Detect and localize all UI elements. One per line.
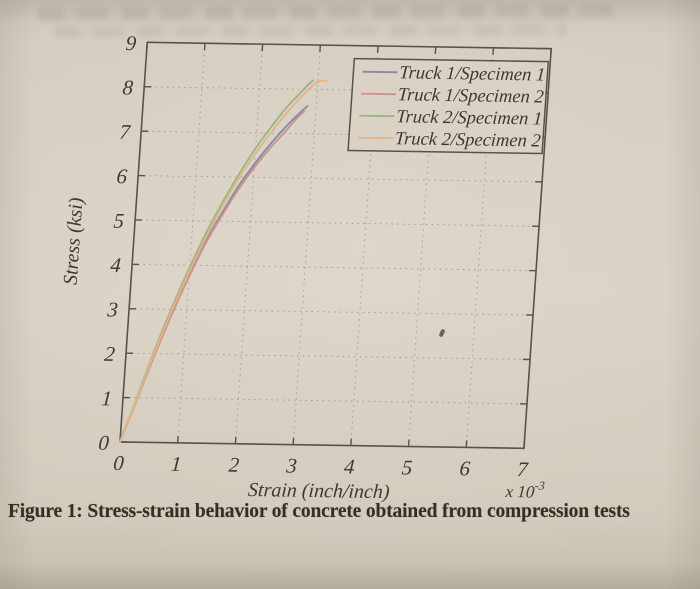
- plot-area: 0 1 2 3 4 5 6 7 0 1 2 3 4 5 6 7 8 9 Strain (inch/inch) Stre…: [60, 31, 553, 503]
- legend-swatch-3: [357, 136, 394, 140]
- x-axis-offset-label: x 10-3: [504, 478, 545, 502]
- legend-swatch-0: [362, 70, 398, 74]
- axes-frame: [119, 41, 553, 450]
- y-tick-label: 0: [98, 431, 111, 455]
- y-tick-label: 1: [101, 386, 113, 410]
- legend-swatch-1: [360, 92, 397, 96]
- legend-label-1: Truck 1/Specimen 2: [397, 85, 544, 107]
- y-axis-label: Stress (ksi): [60, 197, 88, 285]
- y-tick-label: 7: [119, 120, 133, 144]
- x-tick-label: 3: [285, 454, 298, 478]
- y-tick-label: 4: [110, 253, 123, 277]
- x-tick-label: 4: [343, 455, 356, 479]
- series-curve-1: [119, 110, 306, 443]
- legend-label-2: Truck 2/Specimen 1: [396, 107, 543, 129]
- data-series: [119, 79, 328, 443]
- x-tick-label: 6: [459, 456, 472, 480]
- series-curve-3: [119, 79, 328, 443]
- y-tick-label: 2: [104, 342, 117, 366]
- figure-caption: Figure 1: Stress-strain behavior of conc…: [8, 501, 630, 522]
- y-tick-label: 5: [113, 209, 125, 233]
- x-tick-label: 0: [113, 451, 126, 475]
- y-tick-label: 6: [116, 164, 129, 188]
- x-tick-label: 7: [516, 457, 530, 481]
- y-tick-label: 9: [125, 31, 138, 55]
- tick-labels: 0 1 2 3 4 5 6 7 0 1 2 3 4 5 6 7 8 9: [98, 31, 530, 481]
- series-curve-0: [119, 105, 309, 443]
- y-tick-label: 3: [106, 297, 119, 321]
- x-tick-label: 1: [170, 452, 182, 476]
- x-axis-label: Strain (inch/inch): [247, 479, 390, 503]
- x-tick-label: 2: [228, 453, 241, 477]
- legend-swatch-2: [359, 114, 395, 118]
- stress-strain-chart: 0 1 2 3 4 5 6 7 0 1 2 3 4 5 6 7 8 9 Strain (inch/inch) Stre…: [60, 31, 553, 503]
- legend-label-0: Truck 1/Specimen 1: [399, 63, 546, 85]
- x-tick-label: 5: [401, 455, 413, 479]
- legend-label-3: Truck 2/Specimen 2: [394, 129, 541, 151]
- y-tick-label: 8: [122, 75, 135, 99]
- tick-marks: [119, 41, 552, 449]
- grid-lines: [122, 43, 549, 448]
